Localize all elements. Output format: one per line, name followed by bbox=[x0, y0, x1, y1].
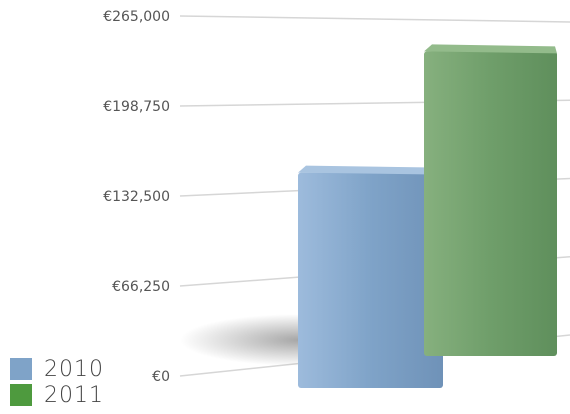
bar-2010 bbox=[298, 165, 443, 388]
y-tick-label: €66,250 bbox=[112, 279, 170, 295]
legend-label-2010: 2010 bbox=[44, 356, 104, 382]
legend-item-2011: 2011 bbox=[10, 382, 104, 408]
bar-top-2011 bbox=[424, 44, 557, 54]
legend: 2010 2011 bbox=[10, 356, 104, 408]
bar-body-2010 bbox=[298, 172, 443, 388]
y-tick-label: €132,500 bbox=[103, 189, 170, 205]
grid-line bbox=[179, 15, 570, 23]
bar-top-2010 bbox=[298, 165, 443, 175]
y-tick-label: €265,000 bbox=[103, 9, 170, 25]
bars bbox=[298, 44, 557, 388]
legend-swatch-2010 bbox=[10, 358, 32, 380]
y-tick-label: €0 bbox=[152, 369, 170, 385]
legend-item-2010: 2010 bbox=[10, 356, 104, 382]
y-axis-tick-labels: €265,000 €198,750 €132,500 €66,250 €0 bbox=[103, 9, 170, 385]
legend-label-2011: 2011 bbox=[44, 382, 104, 408]
bar-body-2011 bbox=[424, 51, 557, 356]
bar-2011 bbox=[424, 44, 557, 356]
legend-swatch-2011 bbox=[10, 384, 32, 406]
y-tick-label: €198,750 bbox=[103, 99, 170, 115]
